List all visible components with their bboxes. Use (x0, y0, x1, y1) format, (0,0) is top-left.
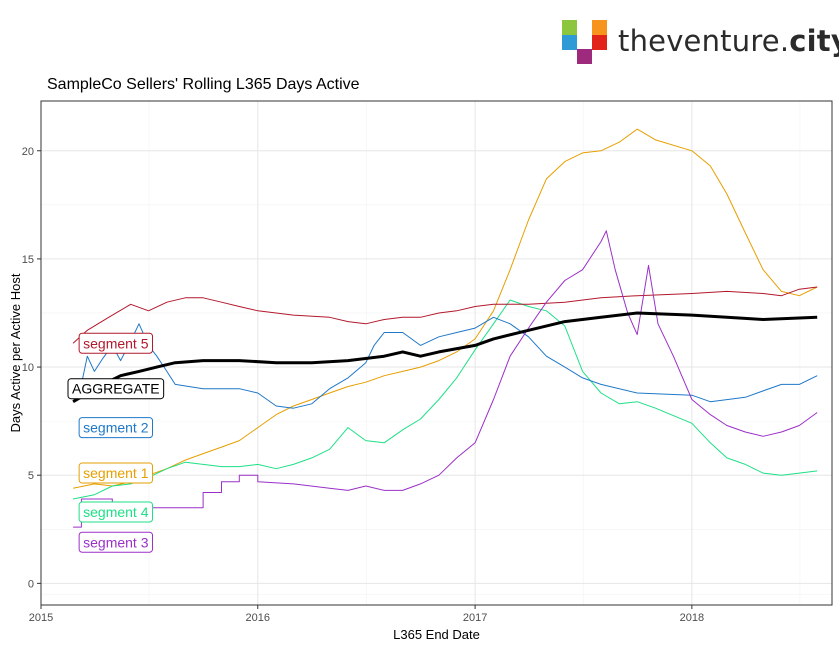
series-label-segment-3: segment 3 (78, 531, 154, 553)
logo-mark-icon (562, 20, 608, 64)
brand-name-light: theventure. (618, 24, 790, 58)
series-label-text: segment 2 (83, 420, 149, 436)
y-axis-title: Days Active per Active Host (8, 273, 23, 432)
series-label-box (78, 531, 154, 553)
y-tick-label: 10 (22, 362, 34, 374)
x-tick-label: 2017 (463, 612, 487, 624)
series-line-segment-5 (72, 286, 818, 344)
logo-tile-blue (562, 35, 577, 50)
x-tick-label: 2018 (680, 612, 704, 624)
series-label-text: AGGREGATE (72, 381, 160, 397)
x-tick-label: 2015 (29, 612, 53, 624)
series-line-segment-4 (73, 299, 818, 500)
plot-panel-border (40, 100, 833, 606)
series-label-text: segment 4 (83, 504, 149, 520)
series-line-aggregate (72, 311, 818, 404)
series-label-box (78, 501, 154, 523)
logo-tile-orange (592, 20, 607, 35)
x-axis-title: L365 End Date (393, 627, 480, 642)
logo-tile-red (592, 35, 607, 50)
x-tick-label: 2016 (246, 612, 270, 624)
series-label-box (67, 378, 165, 400)
series-label-box (78, 417, 154, 439)
series-label-text: segment 3 (83, 534, 149, 550)
series-label-segment-4: segment 4 (78, 501, 154, 523)
brand-name-bold: city (789, 24, 839, 58)
series-line-segment-1 (73, 128, 818, 489)
series-label-segment-1: segment 1 (78, 462, 154, 484)
y-tick-label: 20 (22, 146, 34, 158)
chart-title: SampleCo Sellers' Rolling L365 Days Acti… (47, 76, 360, 93)
series-label-box (78, 462, 154, 484)
series-label-segment-5: segment 5 (78, 332, 154, 354)
series-label-text: segment 1 (83, 465, 149, 481)
logo-tile-green (562, 20, 577, 35)
series-label-aggregate: AGGREGATE (67, 378, 165, 400)
brand-name: theventure.city (618, 24, 839, 58)
series-line-segment-3 (73, 230, 818, 528)
y-tick-label: 0 (28, 578, 34, 590)
logo-tile-purple (577, 49, 592, 64)
y-tick-label: 5 (28, 470, 34, 482)
y-tick-label: 15 (22, 254, 34, 266)
series-label-segment-2: segment 2 (78, 417, 154, 439)
series-label-text: segment 5 (83, 335, 149, 351)
series-label-box (78, 332, 154, 354)
